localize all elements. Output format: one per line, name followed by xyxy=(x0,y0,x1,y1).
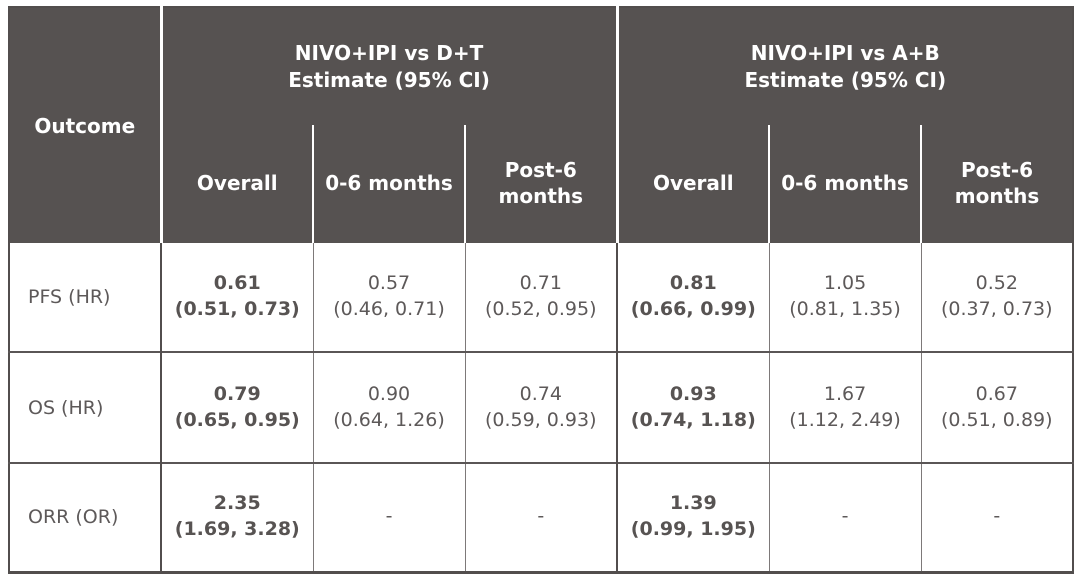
estimate-value: 0.67 xyxy=(975,382,1018,405)
ci-value: (0.74, 1.18) xyxy=(630,408,756,431)
cell-pfs-ab-post6: 0.52 (0.37, 0.73) xyxy=(920,243,1074,352)
table-body: PFS (HR) 0.61 (0.51, 0.73) 0.57 (0.46, 0… xyxy=(9,243,1074,572)
subheader-row: Overall 0-6 months Post-6 months Overall… xyxy=(9,125,1074,243)
subheader-ab-0-6-months: 0-6 months xyxy=(768,125,922,243)
cell-pfs-dt-post6: 0.71 (0.52, 0.95) xyxy=(464,243,618,352)
cell-os-dt-post6: 0.74 (0.59, 0.93) xyxy=(464,351,618,463)
estimate-value: 1.39 xyxy=(669,492,717,515)
estimate-value: 0.74 xyxy=(519,382,562,405)
ci-value: (0.81, 1.35) xyxy=(789,298,901,320)
group-subtitle: Estimate (95% CI) xyxy=(288,67,490,92)
estimate-value: - xyxy=(993,505,1001,528)
estimate-value: - xyxy=(841,505,849,528)
cell-orr-dt-post6: - xyxy=(464,462,618,572)
estimate-value: 2.35 xyxy=(213,492,261,515)
subheader-dt-post-6-months: Post-6 months xyxy=(463,125,618,243)
group-header-nivo-ipi-vs-ab: NIVO+IPI vs A+B Estimate (95% CI) xyxy=(615,7,1074,125)
cell-os-dt-0-6: 0.90 (0.64, 1.26) xyxy=(312,351,465,463)
header-outcome: Outcome xyxy=(9,7,163,243)
cell-orr-ab-0-6: - xyxy=(768,462,922,572)
estimate-value: 0.81 xyxy=(669,272,717,295)
cell-pfs-ab-0-6: 1.05 (0.81, 1.35) xyxy=(768,243,922,352)
ci-value: (0.51, 0.73) xyxy=(174,298,300,320)
estimate-value: 0.93 xyxy=(669,382,717,405)
cell-orr-ab-overall: 1.39 (0.99, 1.95) xyxy=(616,462,770,572)
cell-os-ab-overall: 0.93 (0.74, 1.18) xyxy=(616,351,770,463)
estimate-value: 0.90 xyxy=(367,382,411,405)
group-header-row: Outcome NIVO+IPI vs D+T Estimate (95% CI… xyxy=(9,7,1074,243)
subheader-ab-overall: Overall xyxy=(615,125,770,243)
subheader-ab-post-6-months: Post-6 months xyxy=(920,125,1074,243)
estimate-value: 0.57 xyxy=(367,272,411,295)
ci-value: (0.65, 0.95) xyxy=(174,408,300,431)
ci-value: (0.46, 0.71) xyxy=(333,298,445,320)
cell-orr-ab-post6: - xyxy=(920,462,1074,572)
ci-value: (0.99, 1.95) xyxy=(630,518,756,541)
cell-os-dt-overall: 0.79 (0.65, 0.95) xyxy=(160,351,313,463)
cell-os-ab-post6: 0.67 (0.51, 0.89) xyxy=(920,351,1074,463)
estimate-value: 0.71 xyxy=(519,272,562,295)
results-table: Outcome NIVO+IPI vs D+T Estimate (95% CI… xyxy=(8,6,1075,574)
ci-value: (0.52, 0.95) xyxy=(485,298,597,320)
cell-os-ab-0-6: 1.67 (1.12, 2.49) xyxy=(768,351,922,463)
group-title: NIVO+IPI vs A+B xyxy=(750,41,940,66)
subheader-dt-0-6-months: 0-6 months xyxy=(312,125,465,243)
estimate-value: - xyxy=(537,505,545,528)
ci-value: (0.59, 0.93) xyxy=(485,408,597,431)
outcome-label: Outcome xyxy=(34,113,136,138)
estimate-value: 0.79 xyxy=(213,382,261,405)
estimate-value: 1.05 xyxy=(823,272,867,295)
cell-pfs-dt-overall: 0.61 (0.51, 0.73) xyxy=(160,243,313,352)
estimate-value: - xyxy=(385,505,393,528)
table-row-os: OS (HR) 0.79 (0.65, 0.95) 0.90 (0.64, 1.… xyxy=(9,351,1074,463)
row-label-os: OS (HR) xyxy=(9,351,162,463)
group-subtitle: Estimate (95% CI) xyxy=(744,67,947,92)
group-title: NIVO+IPI vs D+T xyxy=(294,41,484,66)
subheader-dt-overall: Overall xyxy=(159,125,313,243)
cell-pfs-ab-overall: 0.81 (0.66, 0.99) xyxy=(616,243,770,352)
ci-value: (0.51, 0.89) xyxy=(941,408,1053,431)
ci-value: (0.64, 1.26) xyxy=(333,408,445,431)
cell-orr-dt-overall: 2.35 (1.69, 3.28) xyxy=(160,462,313,572)
ci-value: (1.69, 3.28) xyxy=(174,518,300,541)
cell-pfs-dt-0-6: 0.57 (0.46, 0.71) xyxy=(312,243,465,352)
table-row-pfs: PFS (HR) 0.61 (0.51, 0.73) 0.57 (0.46, 0… xyxy=(9,243,1074,352)
estimate-value: 1.67 xyxy=(823,382,867,405)
ci-value: (0.37, 0.73) xyxy=(941,298,1053,320)
ci-value: (1.12, 2.49) xyxy=(789,408,901,431)
table-row-orr: ORR (OR) 2.35 (1.69, 3.28) - - 1.39 (0.9… xyxy=(9,462,1074,572)
estimate-value: 0.52 xyxy=(975,272,1018,295)
group-header-nivo-ipi-vs-dt: NIVO+IPI vs D+T Estimate (95% CI) xyxy=(161,7,618,125)
row-label-orr: ORR (OR) xyxy=(9,462,162,572)
estimate-value: 0.61 xyxy=(213,272,261,295)
ci-value: (0.66, 0.99) xyxy=(630,298,756,320)
row-label-pfs: PFS (HR) xyxy=(9,243,162,352)
cell-orr-dt-0-6: - xyxy=(312,462,465,572)
table-header: Outcome NIVO+IPI vs D+T Estimate (95% CI… xyxy=(9,7,1074,243)
